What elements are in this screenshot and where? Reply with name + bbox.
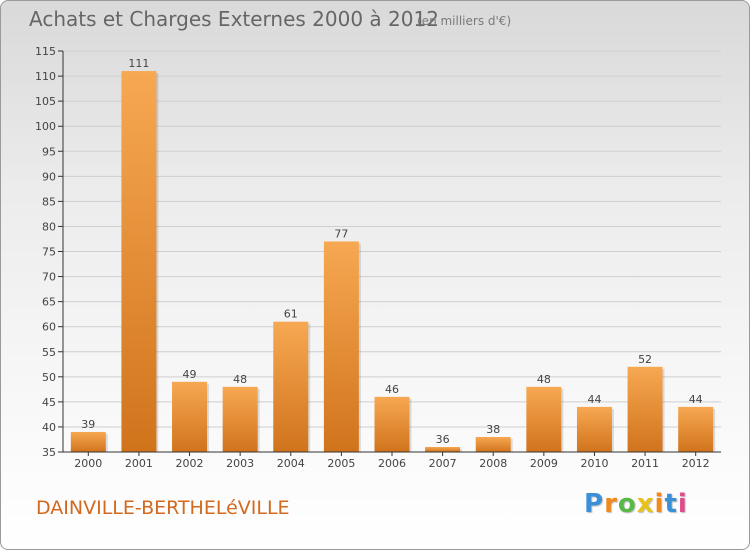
data-label-2007: 36 bbox=[436, 433, 450, 446]
logo-letter: i bbox=[677, 489, 688, 519]
data-label-2001: 111 bbox=[128, 57, 149, 70]
y-tick-label: 75 bbox=[42, 246, 56, 259]
x-tick-label-2006: 2006 bbox=[378, 457, 406, 470]
y-tick-label: 115 bbox=[35, 45, 56, 58]
x-tick-label-2009: 2009 bbox=[530, 457, 558, 470]
bar-2002 bbox=[172, 381, 208, 452]
bar-2000 bbox=[70, 431, 106, 452]
y-tick-label: 45 bbox=[42, 396, 56, 409]
x-tick-label-2004: 2004 bbox=[277, 457, 305, 470]
bar-2006 bbox=[374, 396, 410, 452]
y-tick-label: 80 bbox=[42, 220, 56, 233]
labels-layer: 35 40 45 50 55 60 65 70 75 80 85 90 95 100 105 110 115 39… bbox=[35, 45, 710, 470]
bar-2001 bbox=[121, 71, 157, 453]
commune-name: DAINVILLE-BERTHELéVILLE bbox=[36, 497, 290, 519]
logo-letter: o bbox=[617, 489, 637, 519]
bar-2004 bbox=[273, 321, 309, 452]
y-tick-label: 55 bbox=[42, 346, 56, 359]
logo-letter: i bbox=[654, 489, 665, 519]
data-label-2003: 48 bbox=[233, 373, 247, 386]
data-label-2008: 38 bbox=[486, 423, 500, 436]
y-tick-label: 65 bbox=[42, 296, 56, 309]
logo-letter: t bbox=[664, 489, 678, 519]
data-label-2012: 44 bbox=[689, 393, 703, 406]
y-tick-label: 85 bbox=[42, 195, 56, 208]
x-tick-label-2003: 2003 bbox=[226, 457, 254, 470]
x-tick-label-2008: 2008 bbox=[479, 457, 507, 470]
data-label-2010: 44 bbox=[587, 393, 601, 406]
x-tick-label-2010: 2010 bbox=[580, 457, 608, 470]
y-tick-label: 105 bbox=[35, 95, 56, 108]
y-tick-label: 50 bbox=[42, 371, 56, 384]
y-tick-label: 35 bbox=[42, 446, 56, 459]
logo-letter: x bbox=[636, 489, 655, 519]
x-tick-label-2002: 2002 bbox=[176, 457, 204, 470]
x-tick-label-2007: 2007 bbox=[429, 457, 457, 470]
x-tick-label-2012: 2012 bbox=[682, 457, 710, 470]
x-tick-label-2000: 2000 bbox=[74, 457, 102, 470]
y-tick-label: 110 bbox=[35, 70, 56, 83]
data-label-2000: 39 bbox=[81, 418, 95, 431]
chart-subtitle: (en milliers d'€) bbox=[417, 14, 512, 28]
y-tick-label: 100 bbox=[35, 120, 56, 133]
x-tick-label-2005: 2005 bbox=[327, 457, 355, 470]
logo-letter: P bbox=[584, 489, 605, 519]
y-tick-label: 40 bbox=[42, 421, 56, 434]
axis-layer bbox=[58, 50, 721, 456]
bars-layer bbox=[70, 71, 716, 453]
data-label-2011: 52 bbox=[638, 353, 652, 366]
data-label-2005: 77 bbox=[334, 227, 348, 240]
logo-letter: r bbox=[604, 489, 618, 519]
bar-2003 bbox=[222, 386, 258, 452]
x-tick-label-2001: 2001 bbox=[125, 457, 153, 470]
proxiti-logo: Proxiti bbox=[584, 489, 688, 519]
y-tick-label: 95 bbox=[42, 145, 56, 158]
bar-2010 bbox=[576, 406, 612, 452]
grid-layer bbox=[63, 50, 721, 428]
bar-2005 bbox=[323, 241, 359, 452]
bar-2008 bbox=[475, 436, 511, 452]
x-tick-label-2011: 2011 bbox=[631, 457, 659, 470]
bar-2007 bbox=[425, 446, 461, 452]
chart-title: Achats et Charges Externes 2000 à 2012 bbox=[29, 7, 439, 31]
data-label-2004: 61 bbox=[284, 308, 298, 321]
data-label-2006: 46 bbox=[385, 383, 399, 396]
bar-2011 bbox=[627, 366, 663, 452]
data-label-2002: 49 bbox=[183, 368, 197, 381]
data-label-2009: 48 bbox=[537, 373, 551, 386]
y-tick-label: 70 bbox=[42, 271, 56, 284]
y-tick-label: 60 bbox=[42, 321, 56, 334]
y-tick-label: 90 bbox=[42, 170, 56, 183]
bar-2009 bbox=[526, 386, 562, 452]
bar-2012 bbox=[678, 406, 714, 452]
